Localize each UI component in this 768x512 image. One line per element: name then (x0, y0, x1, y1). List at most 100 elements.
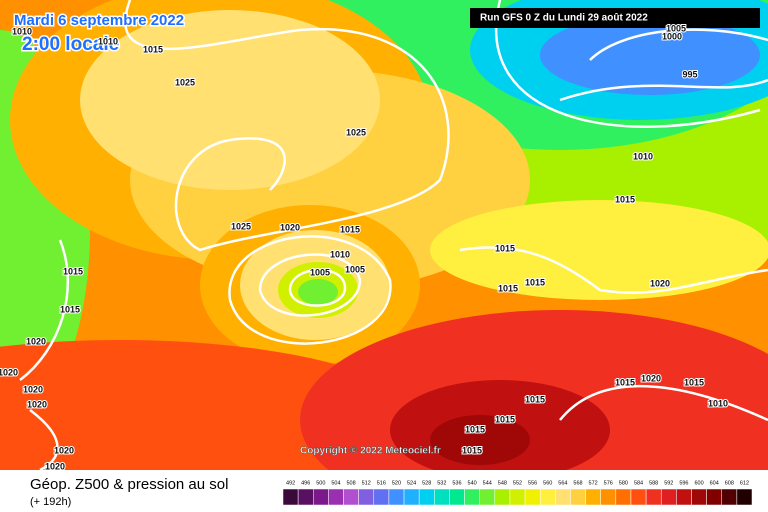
legend-swatch (736, 488, 753, 506)
legend-swatch (358, 488, 375, 506)
footer-range: (+ 192h) (30, 496, 71, 508)
legend-swatch (343, 488, 359, 506)
legend-label: 576 (604, 480, 613, 486)
legend-swatch (691, 488, 707, 506)
legend-label: 528 (422, 480, 431, 486)
legend-label: 612 (740, 480, 749, 486)
isobar-label: 1020 (650, 278, 670, 288)
legend-label: 532 (437, 480, 446, 486)
isobar-label: 1020 (0, 367, 18, 377)
legend-label: 572 (589, 480, 598, 486)
legend-swatch (721, 488, 738, 506)
legend-swatch (282, 488, 299, 506)
legend-label: 500 (316, 480, 325, 486)
legend-swatch (494, 488, 511, 506)
legend-label: 600 (694, 480, 703, 486)
legend-label: 540 (468, 480, 477, 486)
legend-swatch (464, 488, 480, 506)
isobar-label: 1015 (495, 414, 515, 424)
legend-swatch (660, 488, 677, 506)
legend-swatch (373, 488, 390, 506)
legend-label: 592 (664, 480, 673, 486)
isobar-label: 1015 (684, 377, 704, 387)
legend-label: 536 (452, 480, 461, 486)
isobar-label: 1010 (12, 26, 32, 36)
legend-label: 504 (331, 480, 340, 486)
legend-swatch (645, 488, 662, 506)
legend-label: 552 (513, 480, 522, 486)
legend-label: 564 (558, 480, 567, 486)
legend-label: 584 (634, 480, 643, 486)
isobar-label: 1005 (310, 267, 330, 277)
legend-swatch (630, 488, 647, 506)
legend-swatch (403, 488, 420, 506)
legend-swatch (676, 488, 692, 506)
legend-swatch (434, 488, 450, 506)
legend-swatch (313, 488, 329, 506)
isobar-label: 1010 (98, 36, 118, 46)
isobar-label: 1015 (340, 224, 360, 234)
isobar-label: 1015 (615, 377, 635, 387)
map-time: 2:00 locale (22, 34, 119, 55)
legend-swatch (570, 488, 586, 506)
isobar-label: 1015 (143, 44, 163, 54)
legend-label: 492 (286, 480, 295, 486)
legend-swatch (449, 488, 465, 506)
run-info: Run GFS 0 Z du Lundi 29 août 2022 (480, 13, 648, 24)
legend-swatch (479, 488, 496, 506)
isobar-label: 1000 (662, 31, 682, 41)
run-box (470, 8, 760, 28)
isobar-label: 1005 (345, 264, 365, 274)
legend-swatch (388, 488, 405, 506)
isobar-label: 1015 (525, 277, 545, 287)
isobar-label: 995 (682, 69, 697, 79)
isobar-label: 1025 (346, 127, 366, 137)
isobar-label: 1015 (525, 394, 545, 404)
copyright: Copyright © 2022 Meteociel.fr (300, 446, 441, 457)
isobar-label: 1015 (63, 266, 83, 276)
isobar-label: 1005 (666, 23, 686, 33)
isobar-label: 1020 (641, 373, 661, 383)
legend-label: 580 (619, 480, 628, 486)
legend-swatch (615, 488, 632, 506)
legend-swatch (600, 488, 617, 506)
isobar-label: 1010 (330, 249, 350, 259)
legend-label: 596 (679, 480, 688, 486)
isobar-label: 1015 (495, 243, 515, 253)
legend-swatch (509, 488, 526, 506)
isobar-label: 1020 (54, 445, 74, 455)
isobar-label: 1020 (23, 384, 43, 394)
isobar-label: 1010 (633, 151, 653, 161)
footer-title: Géop. Z500 & pression au sol (30, 476, 228, 493)
legend-label: 516 (377, 480, 386, 486)
legend-label: 588 (649, 480, 658, 486)
isobar-label: 1010 (708, 398, 728, 408)
legend-label: 512 (362, 480, 371, 486)
legend-swatch (555, 488, 571, 506)
isobar-label: 1020 (27, 399, 47, 409)
legend-label: 608 (725, 480, 734, 486)
legend-label: 508 (346, 480, 355, 486)
isobar-label: 1020 (26, 336, 46, 346)
legend-swatch (297, 488, 314, 506)
legend-label: 520 (392, 480, 401, 486)
legend-swatch (418, 488, 435, 506)
legend-swatch (706, 488, 722, 506)
legend-label: 524 (407, 480, 416, 486)
legend-swatch (524, 488, 541, 506)
legend-label: 496 (301, 480, 310, 486)
map-date: Mardi 6 septembre 2022 (14, 12, 184, 29)
legend-label: 544 (483, 480, 492, 486)
isobar-label: 1025 (231, 221, 251, 231)
isobar-label: 1020 (280, 222, 300, 232)
isobar-label: 1015 (462, 445, 482, 455)
legend-swatch (539, 488, 556, 506)
legend-label: 604 (710, 480, 719, 486)
legend-label: 568 (573, 480, 582, 486)
legend-swatch (585, 488, 601, 506)
legend-label: 560 (543, 480, 552, 486)
legend-swatch (328, 488, 344, 506)
legend-label: 548 (498, 480, 507, 486)
isobar-label: 1020 (45, 461, 65, 471)
